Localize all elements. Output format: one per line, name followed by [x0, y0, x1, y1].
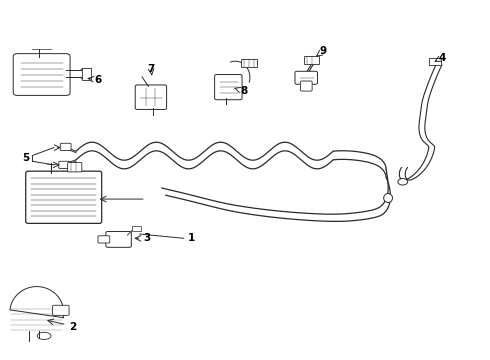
- Text: 9: 9: [320, 46, 327, 56]
- Bar: [429, 58, 441, 65]
- FancyBboxPatch shape: [295, 71, 318, 84]
- Text: 6: 6: [95, 75, 101, 85]
- FancyBboxPatch shape: [215, 75, 242, 100]
- FancyBboxPatch shape: [300, 81, 312, 91]
- Text: 8: 8: [241, 86, 247, 96]
- Text: 5: 5: [22, 153, 29, 163]
- FancyBboxPatch shape: [106, 231, 131, 247]
- Bar: [304, 56, 318, 64]
- Bar: [82, 68, 91, 80]
- FancyBboxPatch shape: [26, 171, 102, 223]
- Text: 3: 3: [144, 233, 150, 243]
- Text: 2: 2: [69, 322, 76, 332]
- Ellipse shape: [37, 332, 51, 339]
- Ellipse shape: [398, 179, 408, 185]
- Text: 7: 7: [147, 64, 155, 74]
- FancyBboxPatch shape: [68, 162, 82, 172]
- Bar: [132, 226, 141, 231]
- Bar: [241, 59, 257, 67]
- FancyBboxPatch shape: [60, 143, 71, 150]
- FancyBboxPatch shape: [52, 305, 69, 315]
- FancyBboxPatch shape: [13, 54, 70, 95]
- Text: 1: 1: [188, 233, 195, 243]
- FancyBboxPatch shape: [135, 85, 167, 109]
- FancyBboxPatch shape: [98, 236, 110, 243]
- Polygon shape: [10, 287, 64, 318]
- Text: 4: 4: [438, 53, 446, 63]
- Ellipse shape: [384, 194, 392, 202]
- FancyBboxPatch shape: [59, 161, 70, 168]
